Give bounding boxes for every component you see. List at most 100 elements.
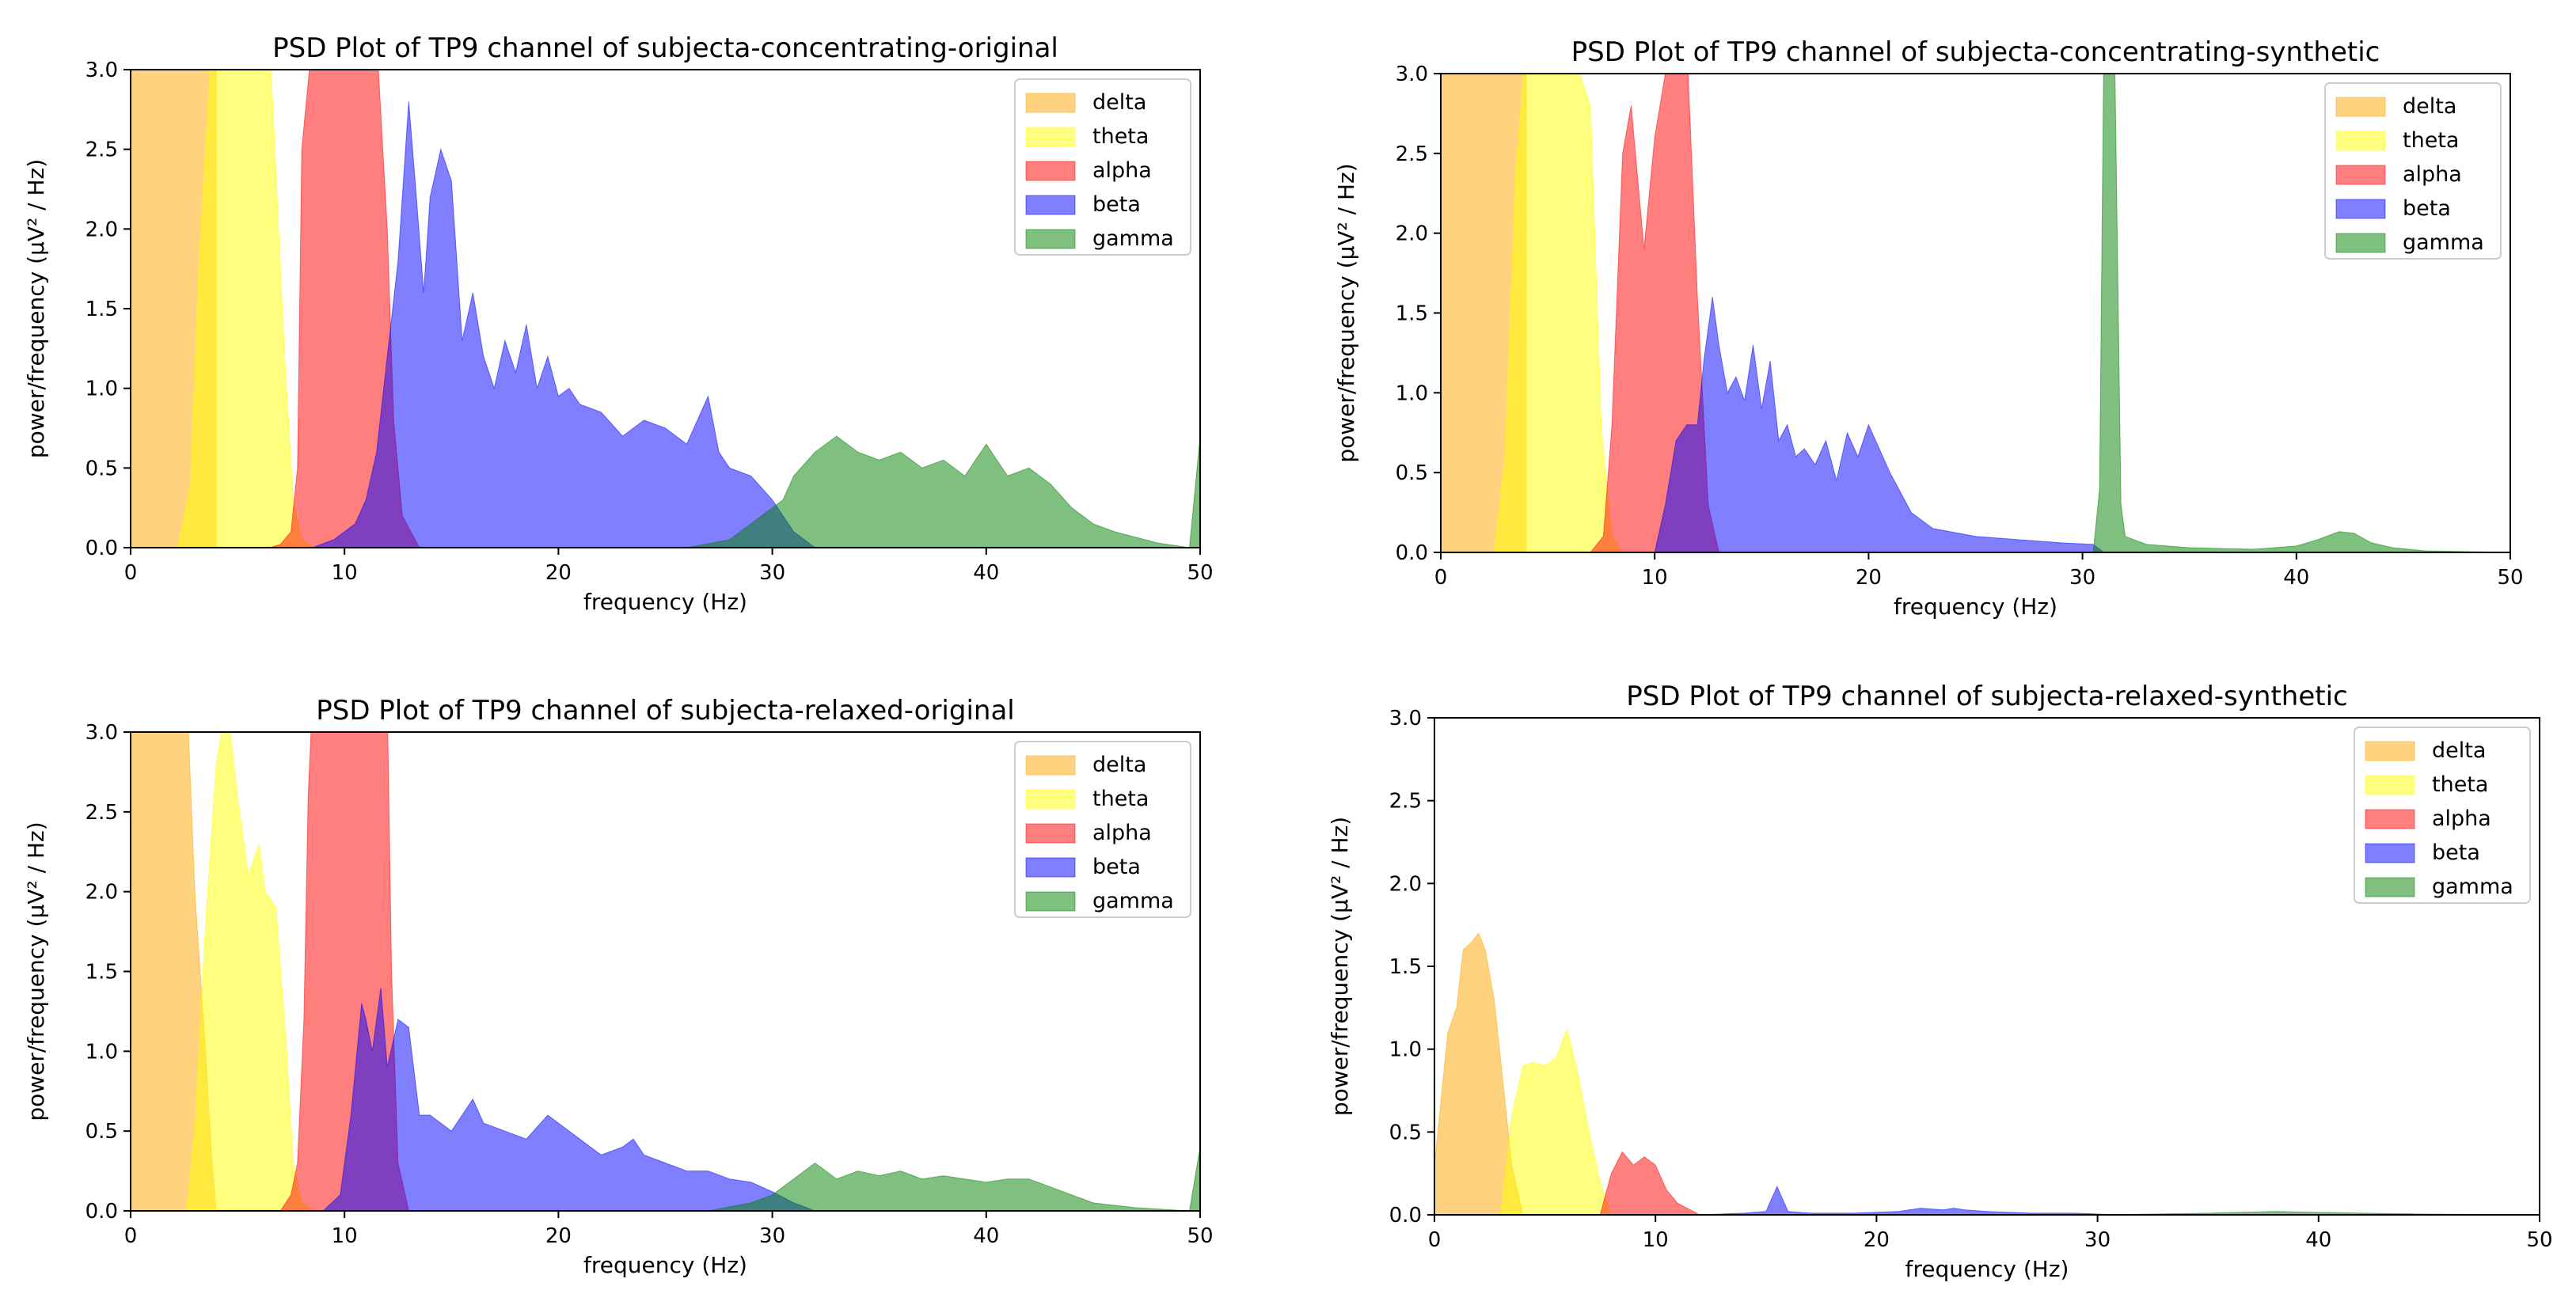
y-tick-label: 0.0 xyxy=(1396,541,1428,565)
y-tick-label: 1.0 xyxy=(85,378,118,401)
x-tick-label: 40 xyxy=(2283,566,2309,590)
chart-title: PSD Plot of TP9 channel of subjecta-rela… xyxy=(1626,681,2347,712)
plot-area xyxy=(131,732,1200,1211)
x-tick-label: 30 xyxy=(759,561,785,585)
y-tick-label: 0.0 xyxy=(85,537,118,560)
chart-panel-4: 0 10 20 30 40 50 0.0 0.5 1.0 1.5 2.0 2.5 3.0 PSD Plot… xyxy=(1327,681,2553,1282)
x-tick-label: 30 xyxy=(759,1224,785,1248)
x-axis-label: frequency (Hz) xyxy=(583,1252,747,1278)
series-beta-area xyxy=(1654,297,2105,552)
y-tick-label: 0.5 xyxy=(1389,1121,1422,1144)
chart-panel-2: 0 10 20 30 40 50 0.0 0.5 1.0 1.5 2.0 2.5 3.0 PSD Plot… xyxy=(1333,36,2524,620)
legend-swatch-delta xyxy=(2365,741,2415,761)
legend-label-theta: theta xyxy=(2403,128,2459,153)
x-tick-label: 10 xyxy=(332,1224,358,1248)
series-gamma-area xyxy=(2092,74,2510,552)
legend-label-delta: delta xyxy=(2403,94,2456,119)
series-beta-area xyxy=(1699,1186,2120,1215)
y-tick-label: 1.0 xyxy=(85,1040,118,1064)
legend-swatch-gamma xyxy=(1025,891,1076,912)
x-tick-label: 10 xyxy=(1643,1228,1669,1252)
y-axis-label: power/frequency (µV² / Hz) xyxy=(23,159,49,458)
series-gamma-area xyxy=(708,1147,1200,1211)
legend-label-theta: theta xyxy=(2432,772,2488,797)
legend-label-alpha: alpha xyxy=(2403,162,2462,187)
legend-label-alpha: alpha xyxy=(1092,158,1152,183)
legend: delta theta alpha beta gamma xyxy=(1014,741,1191,918)
y-tick-label: 3.0 xyxy=(1389,707,1422,730)
legend-swatch-alpha xyxy=(1025,161,1076,181)
legend-swatch-gamma xyxy=(2335,233,2386,253)
legend-label-gamma: gamma xyxy=(2432,875,2513,899)
legend-swatch-theta xyxy=(2335,131,2386,151)
x-tick-label: 0 xyxy=(1434,566,1448,590)
y-tick-label: 3.0 xyxy=(85,721,118,745)
legend-swatch-beta xyxy=(2365,843,2415,863)
y-tick-label: 2.0 xyxy=(85,218,118,241)
series-theta-area xyxy=(1500,1027,1612,1215)
y-tick-label: 1.0 xyxy=(1389,1038,1422,1062)
legend-label-beta: beta xyxy=(2403,196,2451,221)
y-axis-label: power/frequency (µV² / Hz) xyxy=(1333,163,1359,462)
x-tick-label: 20 xyxy=(545,561,572,585)
legend: delta theta alpha beta gamma xyxy=(1014,78,1191,256)
series-beta-area xyxy=(312,101,816,548)
legend-swatch-theta xyxy=(1025,789,1076,810)
legend-label-delta: delta xyxy=(1092,90,1146,115)
chart-title: PSD Plot of TP9 channel of subjecta-conc… xyxy=(1571,36,2380,68)
x-tick-label: 40 xyxy=(2305,1228,2331,1252)
legend-label-gamma: gamma xyxy=(1092,889,1174,913)
y-tick-label: 2.5 xyxy=(1396,142,1428,166)
series-alpha-area xyxy=(1599,1151,1700,1215)
x-tick-label: 30 xyxy=(2084,1228,2111,1252)
chart-title: PSD Plot of TP9 channel of subjecta-rela… xyxy=(316,695,1015,727)
legend-label-gamma: gamma xyxy=(1092,226,1174,251)
x-tick-label: 20 xyxy=(545,1224,572,1248)
plot-area xyxy=(131,70,1200,548)
y-axis-label: power/frequency (µV² / Hz) xyxy=(1327,817,1353,1116)
chart-panel-1: 0 10 20 30 40 50 0.0 0.5 1.0 1.5 2.0 2.5 3.0 PSD Plot… xyxy=(23,32,1214,615)
y-tick-label: 0.5 xyxy=(1396,461,1428,485)
legend-swatch-gamma xyxy=(1025,229,1076,249)
chart-title: PSD Plot of TP9 channel of subjecta-conc… xyxy=(272,32,1058,64)
y-tick-label: 2.0 xyxy=(1389,872,1422,896)
plot-area xyxy=(1441,74,2510,552)
legend-label-beta: beta xyxy=(2432,840,2480,865)
x-tick-label: 0 xyxy=(1428,1228,1442,1252)
y-tick-label: 1.5 xyxy=(1389,955,1422,979)
legend-swatch-delta xyxy=(1025,755,1076,776)
x-tick-label: 40 xyxy=(973,561,999,585)
y-tick-label: 2.0 xyxy=(1396,222,1428,246)
x-tick-label: 50 xyxy=(2526,1228,2552,1252)
y-tick-label: 2.5 xyxy=(85,138,118,162)
legend-label-beta: beta xyxy=(1092,192,1141,217)
y-tick-label: 1.5 xyxy=(85,961,118,985)
x-tick-label: 10 xyxy=(1642,566,1668,590)
x-tick-label: 50 xyxy=(1187,561,1213,585)
legend-label-delta: delta xyxy=(2432,738,2486,763)
x-tick-label: 20 xyxy=(1864,1228,1890,1252)
legend-label-beta: beta xyxy=(1092,855,1141,879)
legend-label-theta: theta xyxy=(1092,787,1149,811)
legend-swatch-alpha xyxy=(2365,809,2415,829)
x-tick-label: 0 xyxy=(124,561,138,585)
y-tick-label: 0.0 xyxy=(1389,1204,1422,1227)
y-tick-label: 3.0 xyxy=(1396,63,1428,86)
legend-swatch-beta xyxy=(2335,199,2386,219)
y-tick-label: 0.5 xyxy=(85,457,118,480)
legend: delta theta alpha beta gamma xyxy=(2354,727,2531,904)
y-axis-label: power/frequency (µV² / Hz) xyxy=(23,821,49,1121)
legend-swatch-beta xyxy=(1025,857,1076,878)
legend-swatch-theta xyxy=(2365,775,2415,795)
y-tick-label: 2.5 xyxy=(1389,790,1422,814)
x-tick-label: 50 xyxy=(2497,566,2523,590)
x-tick-label: 20 xyxy=(1856,566,1882,590)
x-tick-label: 40 xyxy=(973,1224,999,1248)
legend-swatch-theta xyxy=(1025,127,1076,147)
legend-label-gamma: gamma xyxy=(2403,230,2484,255)
legend-label-theta: theta xyxy=(1092,124,1149,149)
y-tick-label: 0.5 xyxy=(85,1120,118,1144)
legend-swatch-alpha xyxy=(2335,165,2386,185)
